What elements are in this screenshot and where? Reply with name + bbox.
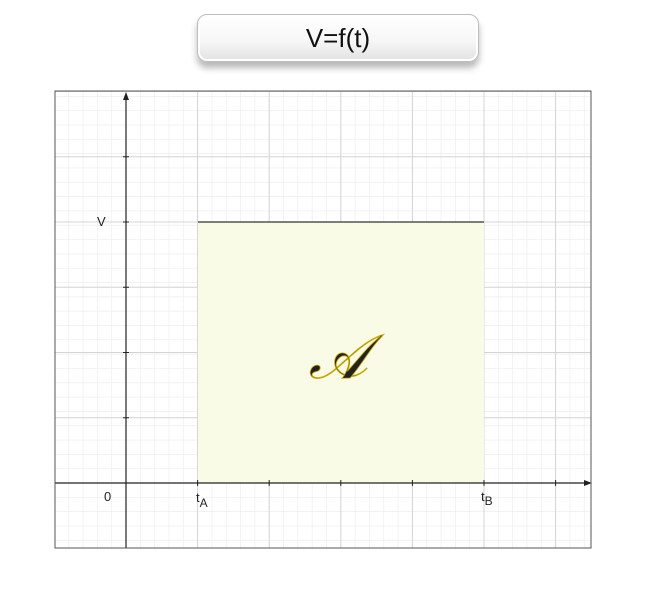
t-b-base: t [481,489,485,504]
t-a-base: t [196,490,200,505]
origin-label: 0 [104,489,111,504]
v-axis-arrow [123,92,129,100]
v-level-label: V [97,214,106,229]
t-a-label: tA [196,490,208,510]
t-axis-arrow [584,480,592,486]
title: V=f(t) [305,23,371,53]
t-a-subscript: A [200,496,208,510]
t-b-subscript: B [485,494,493,508]
plot-frame [54,90,592,549]
ticks [123,156,557,486]
title-box: V=f(t) [197,14,479,62]
t-b-label: tB [481,489,493,508]
area-region [198,222,484,483]
